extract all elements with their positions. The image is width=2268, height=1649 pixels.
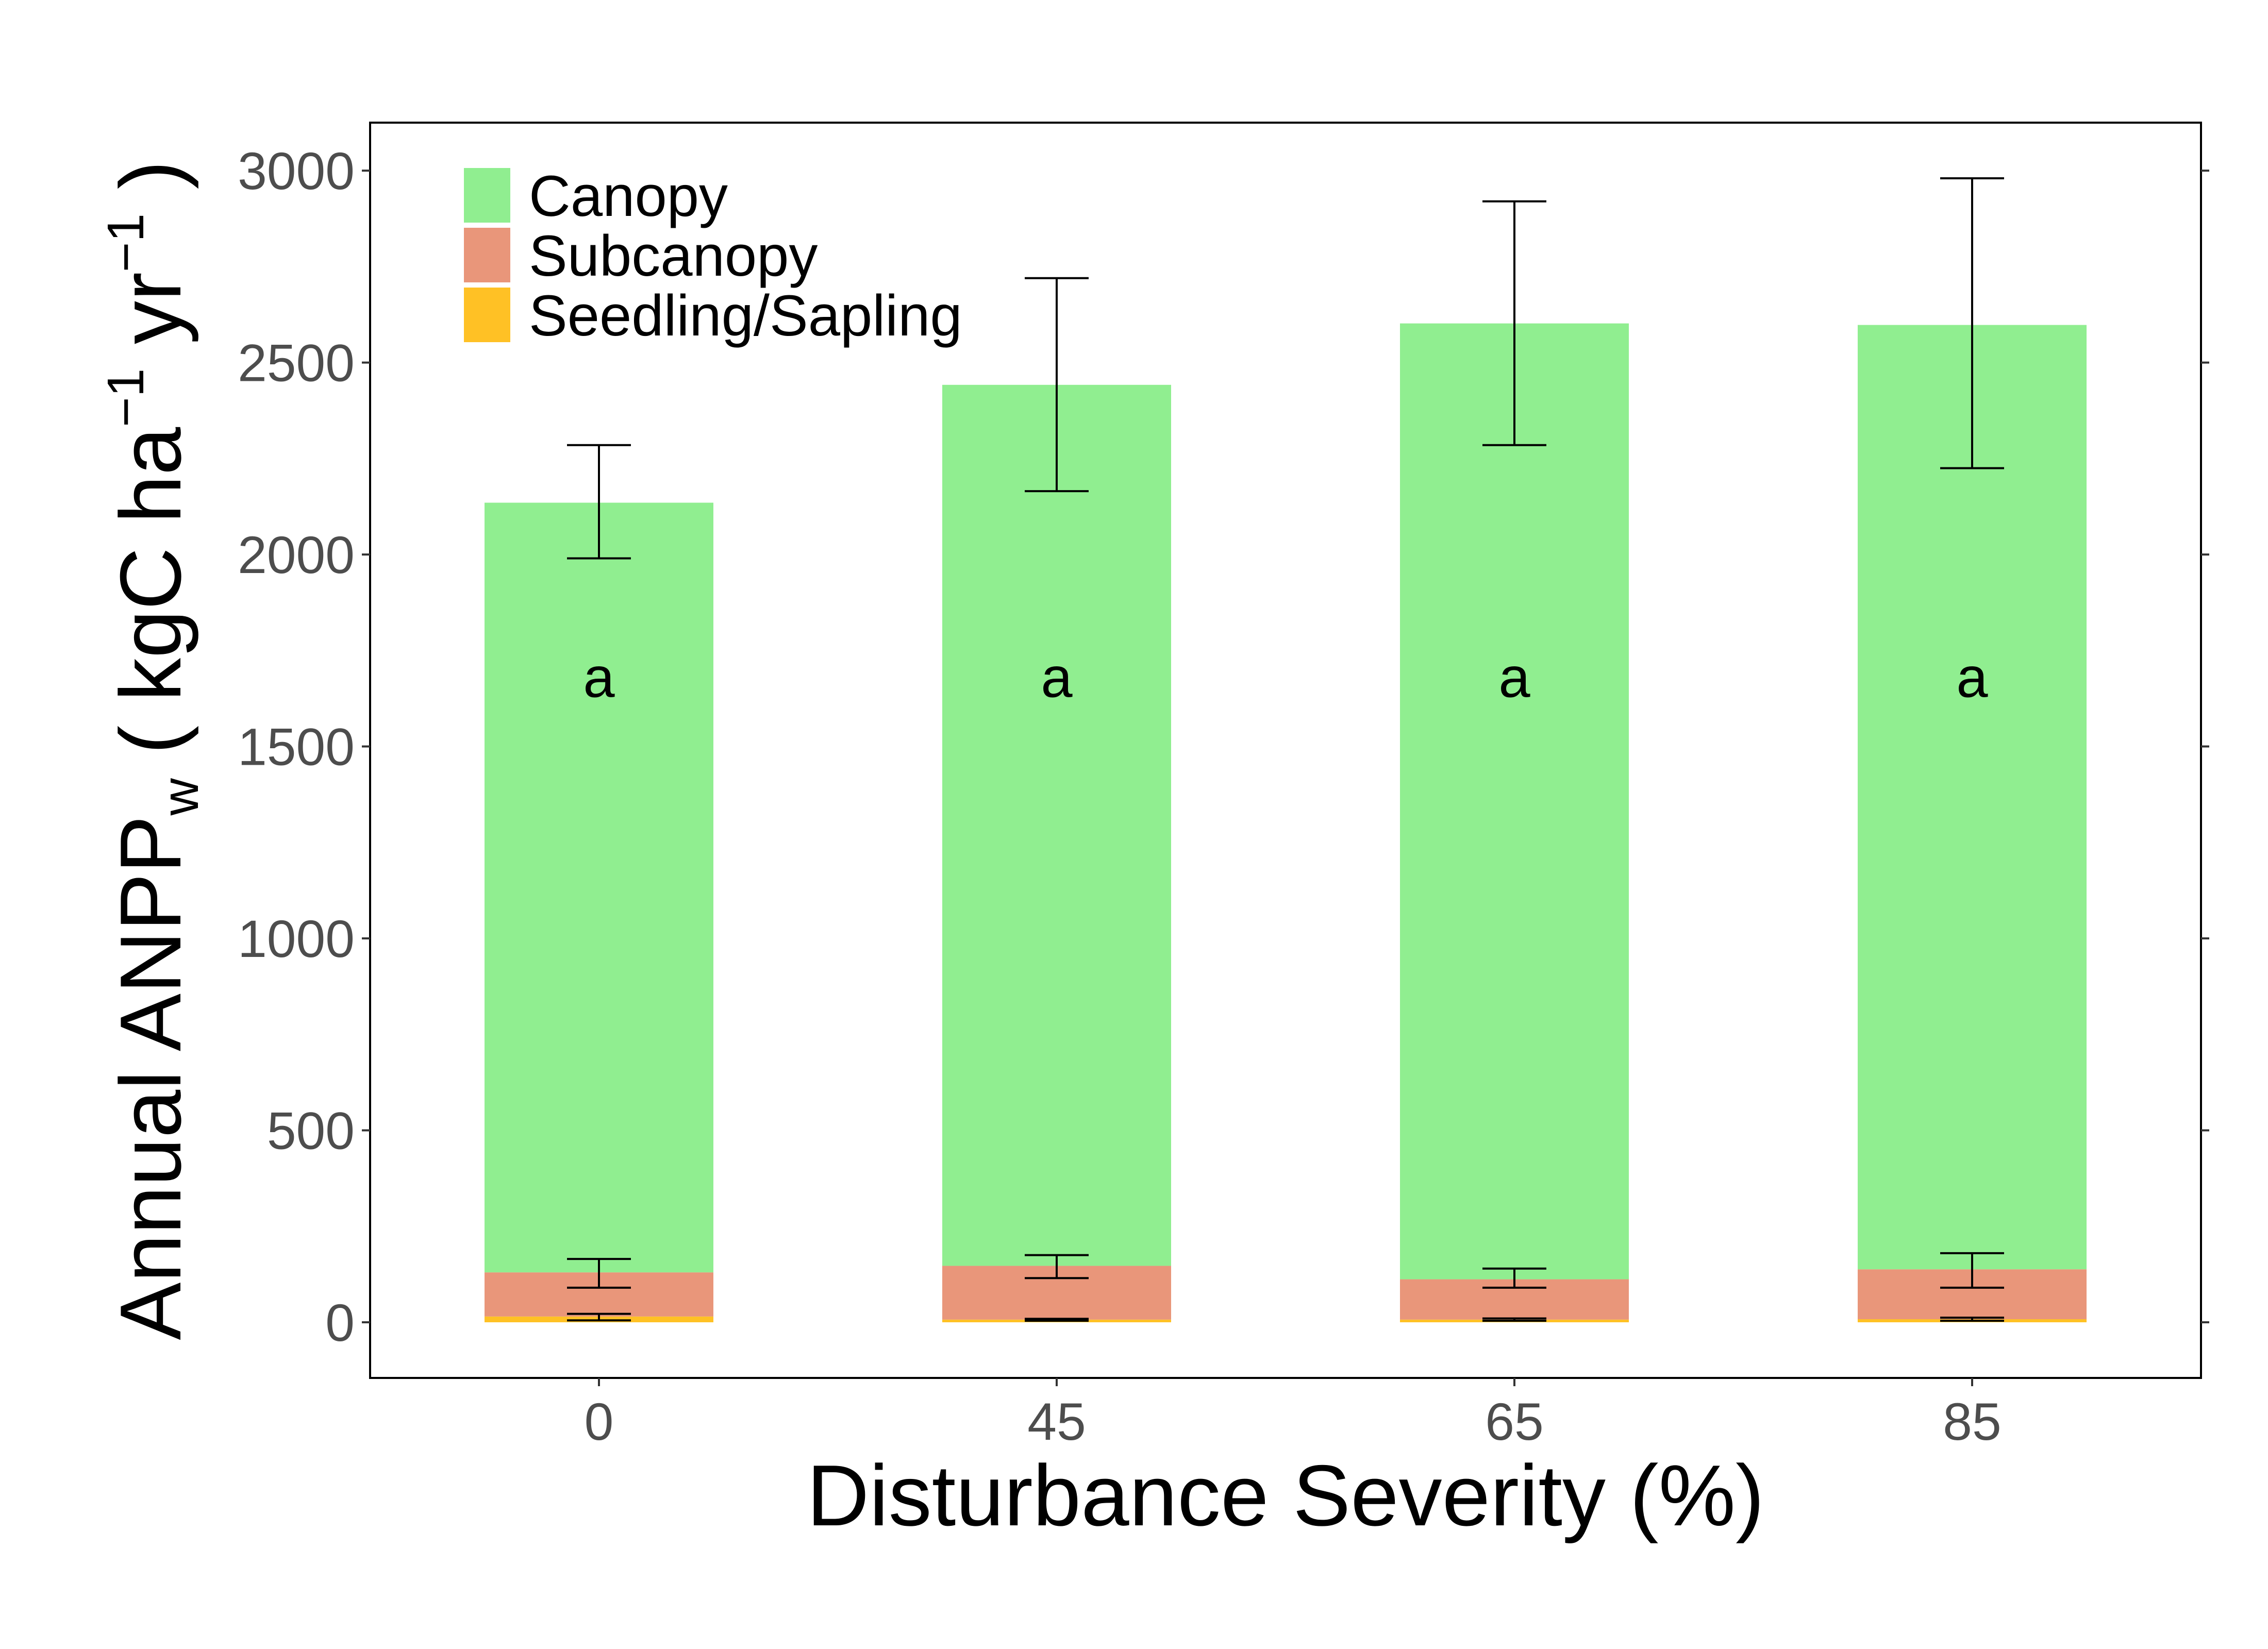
x-tick-label-65: 65 (1485, 1392, 1543, 1451)
legend-key-canopy (464, 168, 510, 223)
x-tick-label-45: 45 (1027, 1392, 1086, 1451)
y-tick-label-500: 500 (267, 1102, 355, 1160)
legend-key-subcanopy (464, 228, 510, 282)
legend-label-subcanopy: Subcanopy (529, 224, 818, 288)
y-axis-title-superscript-2: −1 (97, 213, 155, 272)
bar-canopy-85 (1858, 325, 2087, 1270)
y-axis-title-subscript: w (152, 778, 209, 816)
bar-canopy-65 (1400, 323, 1629, 1280)
y-tick-label-2000: 2000 (238, 526, 355, 584)
y-axis-title-unit-close: ) (102, 160, 199, 213)
x-tick-label-0: 0 (585, 1392, 614, 1451)
y-axis: 0 500 1000 1500 2000 2500 3000 (238, 142, 2209, 1352)
y-axis-title-main: Annual ANPP (102, 816, 199, 1340)
x-axis-title: Disturbance Severity (%) (807, 1447, 1764, 1544)
y-tick-label-0: 0 (325, 1293, 355, 1352)
x-tick-label-85: 85 (1943, 1392, 2001, 1451)
y-tick-label-2500: 2500 (238, 334, 355, 393)
y-axis-title: Annual ANPPw ( kgC ha−1 yr−1 ) (97, 160, 209, 1340)
x-axis: 0 45 65 85 (585, 1378, 2002, 1451)
y-tick-label-1000: 1000 (238, 910, 355, 968)
legend-key-seedling-sapling (464, 288, 510, 342)
significance-label-65: a (1498, 646, 1530, 709)
significance-label-85: a (1956, 646, 1988, 709)
y-axis-title-unit-mid: yr (102, 272, 199, 368)
significance-label-0: a (583, 646, 615, 709)
bars-layer (485, 323, 2087, 1322)
y-axis-title-superscript-1: −1 (97, 368, 155, 427)
y-axis-title-unit-open: ( kgC ha (102, 427, 199, 778)
bar-canopy-0 (485, 502, 713, 1273)
bar-canopy-45 (942, 384, 1171, 1266)
legend-label-canopy: Canopy (529, 164, 728, 228)
y-tick-label-3000: 3000 (238, 142, 355, 200)
significance-label-45: a (1041, 646, 1073, 709)
error-bars-layer (567, 177, 2004, 1322)
y-tick-label-1500: 1500 (238, 718, 355, 777)
legend-label-seedling-sapling: Seedling/Sapling (529, 283, 962, 348)
